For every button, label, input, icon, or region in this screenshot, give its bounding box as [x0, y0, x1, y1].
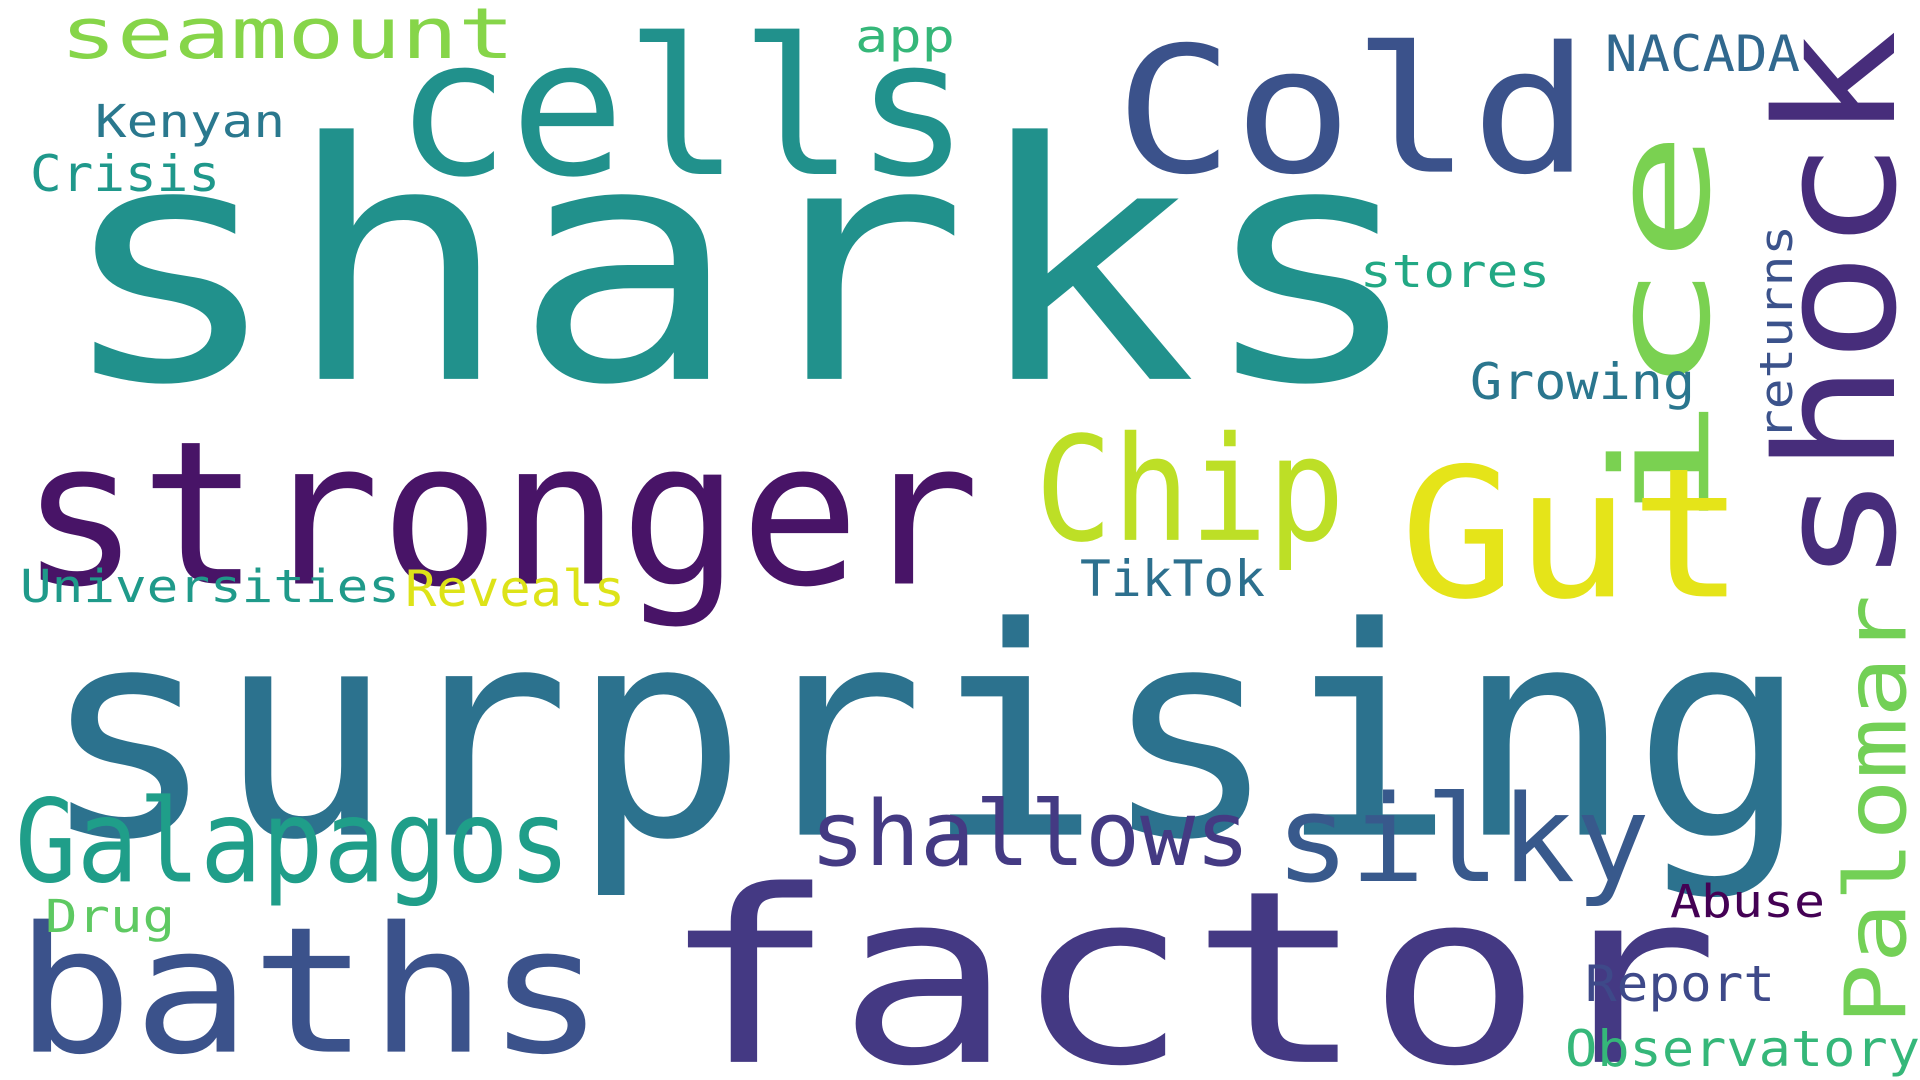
word-baths: baths [15, 889, 605, 1080]
word-palomar: Palomar [1827, 594, 1920, 1025]
word-app: app [855, 11, 955, 64]
word-reveals: Reveals [405, 560, 625, 619]
word-nacada: NACADA [1605, 25, 1800, 84]
word-growing: Growing [1470, 353, 1696, 412]
word-drug: Drug [45, 891, 175, 944]
word-abuse: Abuse [1670, 876, 1826, 929]
word-chip: Chip [1035, 405, 1345, 575]
word-galapagos: Galapagos [15, 775, 571, 909]
word-gut: Gut [1400, 429, 1746, 640]
word-stronger: stronger [20, 397, 980, 632]
word-report: Report [1585, 955, 1776, 1014]
word-tiktok: TikTok [1080, 550, 1265, 609]
word-surprising: surprising [40, 565, 1810, 904]
word-stores: stores [1360, 246, 1550, 299]
word-shallows: shallows [810, 782, 1251, 888]
word-silky: silky [1275, 769, 1651, 910]
word-kenyan: Kenyan [95, 96, 285, 149]
word-universities: Universities [20, 561, 400, 614]
word-cells: cells [395, 0, 970, 220]
word-cold: Cold [1115, 9, 1590, 214]
word-crisis: Crisis [30, 145, 221, 204]
word-factor: factor [660, 840, 1720, 1080]
word-returns: returns [1751, 224, 1804, 440]
word-sharks: sharks [55, 72, 1426, 457]
word-seamount: seamount [60, 0, 515, 76]
word-observatory: Observatory [1565, 1020, 1920, 1079]
